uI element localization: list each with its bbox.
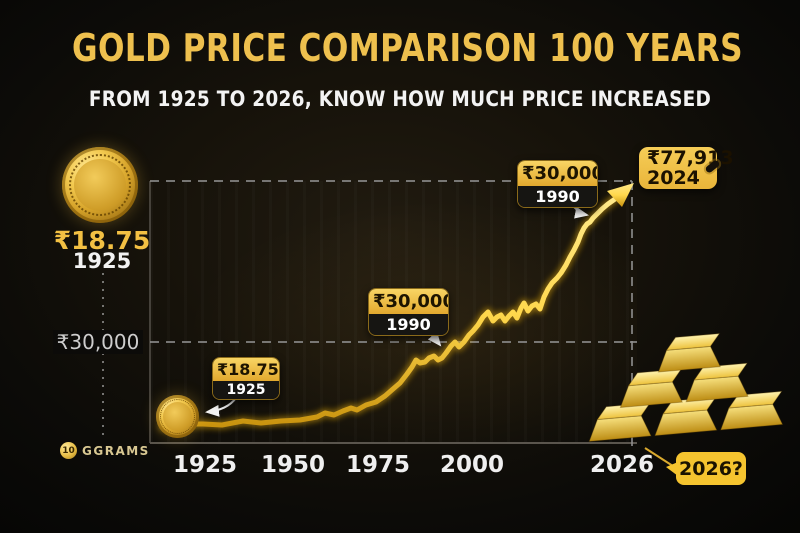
callout-start-arrow-icon [205,397,237,417]
gold-coin-1925-icon [62,147,138,223]
y-axis-gridline-label: ₹30,000 [36,330,160,354]
price-line-arrowhead [607,183,634,207]
callout-1990-mid: ₹30,000 1990 [368,288,449,336]
tag-price: ₹77,913 [647,147,734,169]
page-title: GOLD PRICE COMPARISON 100 YEARS [72,26,743,70]
tag-year: 2024 [647,166,700,189]
future-label: 2026? [679,457,743,480]
callout-1990-top: ₹30,000 1990 [517,160,598,208]
coin-core [163,402,192,431]
gold-coin-chart-icon [156,395,199,438]
x-tick-1925: 1925 [172,452,238,478]
callout-year: 1990 [369,314,448,335]
x-tick-1975: 1975 [345,452,411,478]
future-price-bubble: 2026? [666,452,746,485]
page-subtitle: FROM 1925 TO 2026, KNOW HOW MUCH PRICE I… [88,87,712,111]
callout-price: ₹18.75 [213,358,279,381]
callout-year: 1925 [213,381,279,399]
coin-ring [160,399,195,434]
coin-core [74,159,126,211]
brand-coin-icon: 10 [60,442,77,459]
brand-logo: 10 GGRAMS [60,442,150,459]
callout-1925: ₹18.75 1925 [212,357,280,400]
x-tick-2026: 2026 [589,452,655,478]
x-tick-1950: 1950 [260,452,326,478]
callout-price: ₹30,000 [518,161,597,186]
coin-ring [69,154,131,216]
callout-price: ₹30,000 [369,289,448,314]
x-tick-2000: 2000 [439,452,505,478]
gold-bars-icon [588,332,784,442]
price-line [160,196,618,430]
callout-year: 1990 [518,186,597,207]
price-tag-2024: ₹77,913 2024 [639,147,734,189]
brand-name: GGRAMS [82,443,150,458]
left-annotation-price: ₹18.75 [53,226,151,255]
left-annotation-year: 1925 [72,249,132,273]
